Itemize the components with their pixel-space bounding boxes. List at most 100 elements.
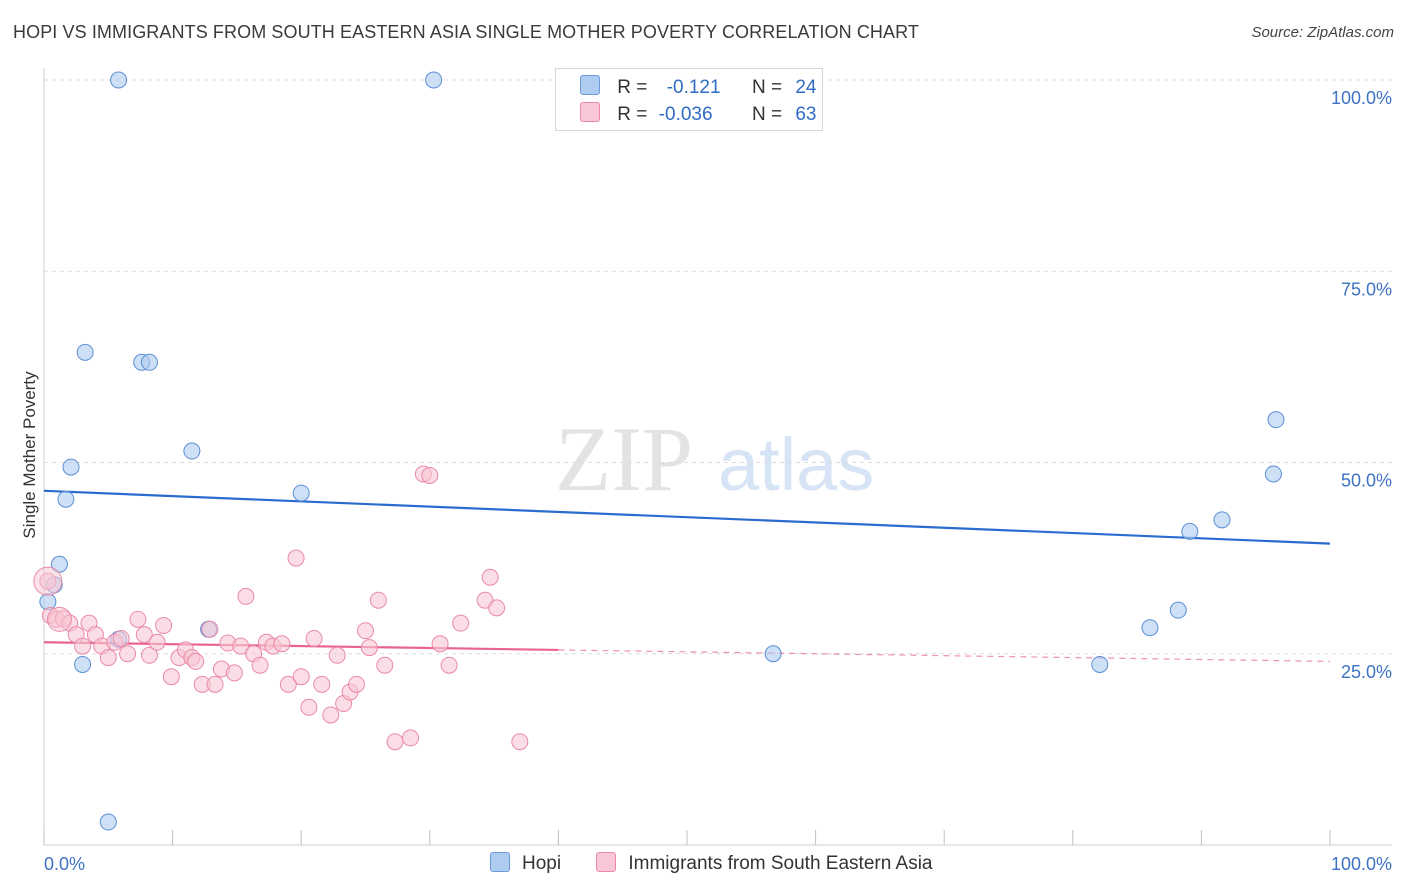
sea-point [251,656,269,674]
hopi-point [1213,511,1231,529]
sea-point [279,675,297,693]
r-label: R = [617,104,648,125]
sea-point [135,626,153,644]
chart-title: HOPI VS IMMIGRANTS FROM SOUTH EASTERN AS… [13,22,920,42]
sea-point [360,639,378,657]
y-axis-label: Single Mother Poverty [20,371,39,539]
sea-trendline-extension [558,649,1331,662]
sea-trendline [43,641,559,652]
sea-point [140,646,158,664]
series-legend: Hopi Immigrants from South Eastern Asia [490,852,962,875]
hopi-point [110,71,128,89]
hopi-point [425,71,443,89]
hopi-point [140,353,158,371]
x-tick-label: 0.0% [44,854,85,874]
watermark-zip: ZIP [555,408,693,510]
sea-point [119,645,137,663]
hopi-point [62,458,80,476]
sea-point [74,637,92,655]
sea-point [155,616,173,634]
sea-point [237,587,255,605]
sea-point [357,622,374,640]
sea-point [206,675,224,693]
chart-source: Source: ZipAtlas.com [1251,24,1394,41]
tick-layer: 25.0% 50.0% 75.0% 100.0% 0.0% 100.0% [44,88,1392,874]
hopi-point [1169,601,1187,619]
sea-point [421,467,439,485]
hopi-point [76,343,94,361]
sea-point [162,668,180,686]
hopi-point [764,645,782,663]
hopi-point [50,555,68,573]
sea-point [273,635,291,653]
sea-point [402,729,420,747]
hopi-swatch [580,75,600,95]
legend-sea-label: Immigrants from South Eastern Asia [628,853,933,874]
sea-point [313,675,331,693]
y-tick-label: 25.0% [1341,662,1392,682]
sea-point [187,652,205,670]
hopi-point [1141,619,1159,637]
sea-point [369,591,387,609]
sea-point [376,656,394,674]
trend-layer [43,489,1331,662]
watermark-atlas: atlas [718,423,874,506]
sea-point [511,733,529,751]
n-value: 24 [795,77,817,98]
hopi-point [292,484,310,502]
hopi-point [1267,411,1285,429]
sea-point [33,566,63,596]
sea-point [292,668,310,686]
hopi-trendline [43,489,1331,545]
n-value: 63 [795,104,817,125]
y-tick-label: 100.0% [1331,88,1392,108]
point-layer [33,71,1285,831]
r-value: -0.036 [658,104,713,125]
legend-row-sea: R = -0.036 N = 63 [580,102,816,126]
y-tick-label: 50.0% [1341,471,1392,491]
sea-point [287,549,305,567]
hopi-point [1181,522,1199,540]
sea-point [148,633,166,651]
sea-point [440,656,458,674]
sea-point [300,698,318,716]
sea-point [481,568,499,586]
hopi-swatch [490,852,510,872]
sea-point [347,675,365,693]
r-label: R = [617,77,648,98]
hopi-point [39,593,57,611]
legend-item-hopi[interactable]: Hopi [490,852,561,875]
hopi-point [99,813,117,831]
hopi-point [1264,465,1282,483]
x-tick-label: 100.0% [1331,854,1392,874]
stats-legend: R = -0.121 N = 24 R = -0.036 N = 63 [555,68,823,131]
sea-point [112,629,130,647]
hopi-point [1091,655,1109,673]
grid-layer [44,79,1392,655]
sea-point [386,733,404,751]
sea-point [328,646,346,664]
sea-point [129,610,147,628]
legend-row-hopi: R = -0.121 N = 24 [580,75,816,99]
y-tick-label: 75.0% [1341,279,1392,299]
sea-point [488,599,506,617]
sea-point [201,620,219,638]
sea-point [305,629,323,647]
sea-point [225,664,243,682]
hopi-point [74,655,92,673]
sea-point [99,649,117,667]
hopi-point [57,490,75,508]
n-label: N = [751,77,783,98]
hopi-point [183,442,201,460]
n-label: N = [751,104,783,125]
sea-point [452,614,470,632]
axis-layer [43,68,1392,846]
legend-hopi-label: Hopi [522,853,562,874]
sea-point [46,606,72,632]
sea-point [232,637,250,655]
sea-point [322,706,340,724]
r-value: -0.121 [666,77,721,98]
sea-swatch [580,102,600,122]
legend-item-sea[interactable]: Immigrants from South Eastern Asia [596,852,932,875]
